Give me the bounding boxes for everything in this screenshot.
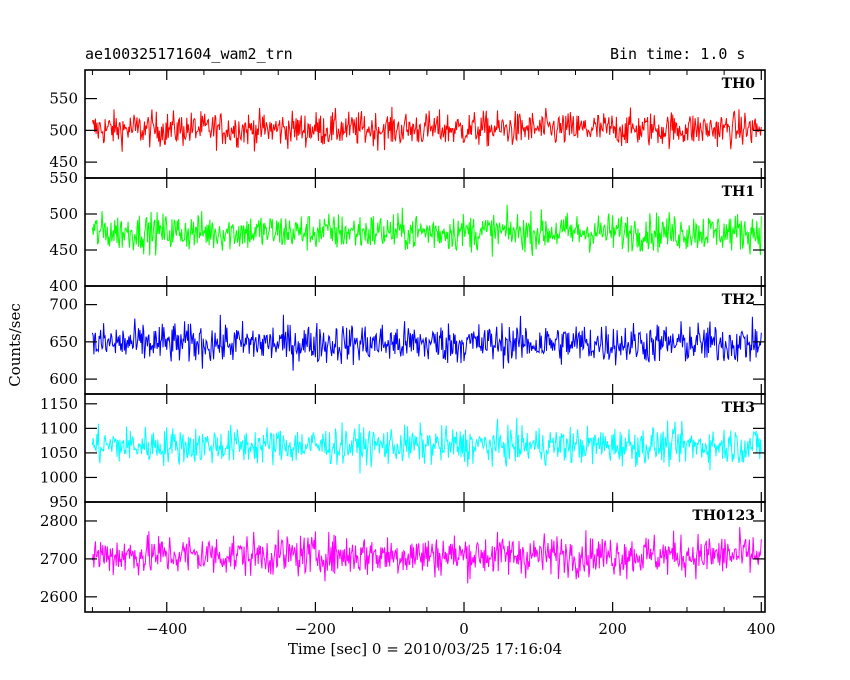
series-line-th0123 — [91, 527, 762, 584]
y-tick-label: 650 — [49, 333, 78, 351]
series-label-th2: TH2 — [722, 292, 755, 308]
y-tick-label: 1000 — [40, 468, 78, 486]
series-line-th3 — [91, 417, 762, 474]
x-tick-label: 0 — [459, 620, 469, 638]
x-tick-label: 200 — [598, 620, 627, 638]
x-axis-label: Time [sec] 0 = 2010/03/25 17:16:04 — [287, 640, 563, 658]
y-tick-label: 400 — [49, 277, 78, 295]
panel-frame-th0123 — [84, 501, 766, 613]
series-label-th0: TH0 — [722, 76, 756, 92]
y-tick-label: 500 — [49, 121, 78, 139]
series-line-th1 — [91, 204, 762, 257]
y-tick-label: 500 — [49, 205, 78, 223]
y-tick-label: 550 — [49, 90, 78, 108]
series-line-th0 — [91, 106, 762, 152]
y-tick-label: 2800 — [40, 512, 78, 530]
series-label-th1: TH1 — [722, 184, 755, 200]
y-tick-label: 1100 — [40, 419, 78, 437]
x-tick-label: −400 — [146, 620, 187, 638]
y-tick-label: 1150 — [40, 395, 78, 413]
y-tick-label: 700 — [49, 296, 78, 314]
chart-title: ae100325171604_wam2_trn — [85, 45, 293, 63]
y-tick-label: 600 — [49, 370, 78, 388]
series-label-th3: TH3 — [722, 400, 755, 416]
series-label-th0123: TH0123 — [692, 508, 755, 524]
y-axis-label: Counts/sec — [6, 303, 24, 387]
y-tick-label: 2600 — [40, 588, 78, 606]
x-tick-label: −200 — [295, 620, 336, 638]
y-tick-label: 950 — [49, 493, 78, 511]
y-tick-label: 2700 — [40, 550, 78, 568]
y-tick-label: 450 — [49, 153, 78, 171]
y-tick-label: 450 — [49, 241, 78, 259]
y-tick-label: 1050 — [40, 444, 78, 462]
bin-time-label: Bin time: 1.0 s — [610, 45, 746, 63]
x-tick-label: 400 — [747, 620, 776, 638]
y-tick-label: 550 — [49, 169, 78, 187]
series-line-th2 — [91, 314, 762, 371]
